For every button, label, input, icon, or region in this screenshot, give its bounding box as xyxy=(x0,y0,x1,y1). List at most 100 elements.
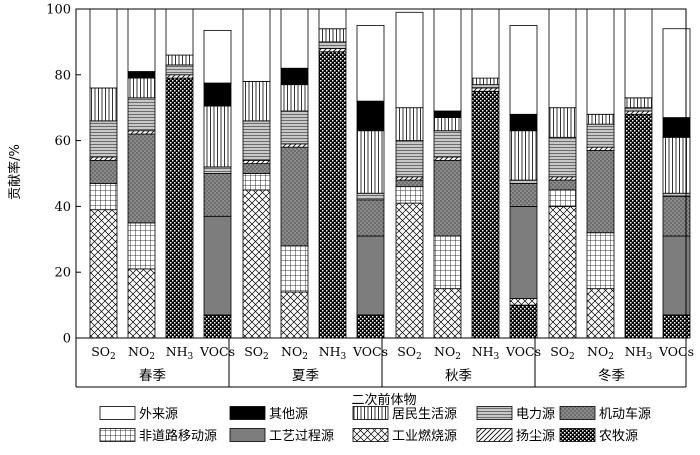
bar-segment-秋季-SO2-机动车源 xyxy=(395,179,424,188)
bar-segment-冬季-NH3-农牧源 xyxy=(624,113,653,339)
bar-segment-春季-SO2-非道路移动源 xyxy=(89,182,118,211)
category-label-冬季-VOCs: VOCs xyxy=(658,344,694,359)
bar-segment-冬季-NH3-电力源 xyxy=(624,107,653,112)
bar-segment-夏季-NH3-扬尘源 xyxy=(318,48,347,53)
bar-segment-夏季-NO2-电力源 xyxy=(280,110,309,145)
bar-segment-冬季-NO2-电力源 xyxy=(586,123,615,148)
bar-segment-春季-NO2-工业燃烧源 xyxy=(127,268,156,339)
bar-segment-秋季-NO2-电力源 xyxy=(433,130,462,158)
bar-segment-冬季-NO2-机动车源 xyxy=(586,150,615,234)
bar-segment-春季-NO2-非道路移动源 xyxy=(127,222,156,270)
axes: SO2 NO2 NH3 VOCs 春季 SO2 NO2 NH3 VOCs 夏季 SO2 NO2 NH3 V… xyxy=(46,3,694,388)
bar-segment-夏季-VOCs-工艺过程源 xyxy=(356,235,385,316)
bar-segment-夏季-SO2-电力源 xyxy=(242,120,271,161)
legend-label-扬尘源: 扬尘源 xyxy=(516,429,555,444)
y-tick-label-0: 0 xyxy=(63,332,71,347)
bar-segment-夏季-SO2-外来源 xyxy=(242,8,271,82)
bar-segment-夏季-NO2-扬尘源 xyxy=(280,143,309,148)
bar-segment-秋季-NO2-工业燃烧源 xyxy=(433,288,462,339)
bar-segment-春季-VOCs-外来源 xyxy=(203,29,232,84)
category-label-春季-NO2: NO2 xyxy=(128,344,155,362)
bar-segment-夏季-SO2-机动车源 xyxy=(242,163,271,174)
bar-segment-春季-NH3-扬尘源 xyxy=(165,74,194,79)
legend-swatch-工艺过程源 xyxy=(229,428,266,442)
bar-segment-冬季-SO2-扬尘源 xyxy=(548,176,577,181)
bar-segment-春季-NH3-农牧源 xyxy=(165,77,194,339)
bar-segment-秋季-NO2-居民生活源 xyxy=(433,117,462,132)
legend-swatch-农牧源 xyxy=(559,428,596,442)
legend-label-机动车源: 机动车源 xyxy=(599,406,651,422)
category-label-春季-VOCs: VOCs xyxy=(199,344,235,359)
bar-segment-冬季-NO2-居民生活源 xyxy=(586,113,615,125)
bar-segment-秋季-VOCs-农牧源 xyxy=(509,304,538,339)
y-tick-label-20: 20 xyxy=(54,266,71,281)
bar-segment-夏季-SO2-非道路移动源 xyxy=(242,173,271,191)
bar-segment-冬季-SO2-电力源 xyxy=(548,136,577,178)
bar-segment-夏季-NO2-机动车源 xyxy=(280,146,309,247)
legend-swatch-其他源 xyxy=(229,406,266,420)
bar-segment-冬季-SO2-非道路移动源 xyxy=(548,189,577,207)
category-label-夏季-NH3: NH3 xyxy=(319,344,347,362)
bar-segment-春季-SO2-工业燃烧源 xyxy=(89,209,118,339)
legend-label-工艺过程源: 工艺过程源 xyxy=(269,429,334,444)
legend-swatch-外来源 xyxy=(99,406,136,420)
legend-label-其他源: 其他源 xyxy=(269,407,308,422)
bar-segment-冬季-NH3-外来源 xyxy=(624,8,653,99)
bar-segment-春季-SO2-外来源 xyxy=(89,8,118,89)
legend-swatch-机动车源 xyxy=(559,406,596,420)
bar-segment-秋季-VOCs-其他源 xyxy=(509,113,538,132)
bar-segment-秋季-VOCs-外来源 xyxy=(509,25,538,115)
y-tick-label-60: 60 xyxy=(54,134,71,149)
group-label-夏季: 夏季 xyxy=(292,368,319,384)
bar-segment-秋季-SO2-居民生活源 xyxy=(395,107,424,141)
bar-segment-春季-NO2-其他源 xyxy=(127,71,156,79)
legend-label-非道路移动源: 非道路移动源 xyxy=(139,428,217,444)
bar-segment-秋季-NH3-农牧源 xyxy=(471,90,500,339)
bar-segment-秋季-NO2-外来源 xyxy=(433,8,462,112)
bar-segment-春季-SO2-电力源 xyxy=(89,120,118,158)
bar-segment-春季-VOCs-电力源 xyxy=(203,166,232,174)
bar-segment-春季-VOCs-其他源 xyxy=(203,82,232,107)
legend-label-工业燃烧源: 工业燃烧源 xyxy=(392,428,457,444)
bar-segment-春季-VOCs-居民生活源 xyxy=(203,105,232,168)
y-tick-label-80: 80 xyxy=(54,68,71,83)
bar-segment-春季-VOCs-机动车源 xyxy=(203,173,232,217)
category-label-春季-SO2: SO2 xyxy=(91,344,116,362)
bar-segment-夏季-VOCs-居民生活源 xyxy=(356,130,385,194)
legend-label-居民生活源: 居民生活源 xyxy=(392,407,457,422)
bar-segment-夏季-VOCs-外来源 xyxy=(356,25,385,102)
bar-segment-冬季-SO2-居民生活源 xyxy=(548,107,577,138)
bar-segment-春季-NH3-外来源 xyxy=(165,8,194,56)
category-label-秋季-VOCs: VOCs xyxy=(505,344,541,359)
y-tick-label-40: 40 xyxy=(54,200,71,215)
group-label-秋季: 秋季 xyxy=(445,368,472,384)
bar-segment-秋季-NO2-非道路移动源 xyxy=(433,235,462,290)
bar-segment-春季-SO2-机动车源 xyxy=(89,159,118,184)
bar-segment-夏季-NO2-非道路移动源 xyxy=(280,245,309,293)
bar-segment-夏季-SO2-居民生活源 xyxy=(242,80,271,122)
legend-swatch-工业燃烧源 xyxy=(352,428,389,442)
bar-segment-春季-NH3-居民生活源 xyxy=(165,54,194,66)
bar-segment-夏季-VOCs-电力源 xyxy=(356,192,385,201)
bar-segment-夏季-NH3-居民生活源 xyxy=(318,28,347,43)
x-axis-title: 二次前体物 xyxy=(351,392,416,408)
plot-area xyxy=(89,8,691,339)
legend-swatch-电力源 xyxy=(476,406,513,420)
category-label-夏季-SO2: SO2 xyxy=(244,344,269,362)
legend-label-电力源: 电力源 xyxy=(516,407,555,422)
bar-segment-秋季-VOCs-居民生活源 xyxy=(509,130,538,181)
bar-segment-秋季-SO2-非道路移动源 xyxy=(395,186,424,204)
bar-segment-冬季-SO2-工业燃烧源 xyxy=(548,205,577,339)
bar-segment-秋季-VOCs-工业燃烧源 xyxy=(509,298,538,306)
category-label-春季-NH3: NH3 xyxy=(166,344,194,362)
bar-segment-冬季-SO2-外来源 xyxy=(548,8,577,109)
legend-swatch-非道路移动源 xyxy=(99,428,136,442)
bar-segment-春季-NH3-电力源 xyxy=(165,64,194,76)
bar-segment-春季-NO2-扬尘源 xyxy=(127,130,156,135)
bar-segment-春季-SO2-居民生活源 xyxy=(89,87,118,122)
bar-segment-夏季-NH3-电力源 xyxy=(318,41,347,49)
bar-segment-夏季-SO2-扬尘源 xyxy=(242,159,271,165)
bar-segment-冬季-NO2-外来源 xyxy=(586,8,615,115)
bar-segment-夏季-NO2-其他源 xyxy=(280,67,309,86)
